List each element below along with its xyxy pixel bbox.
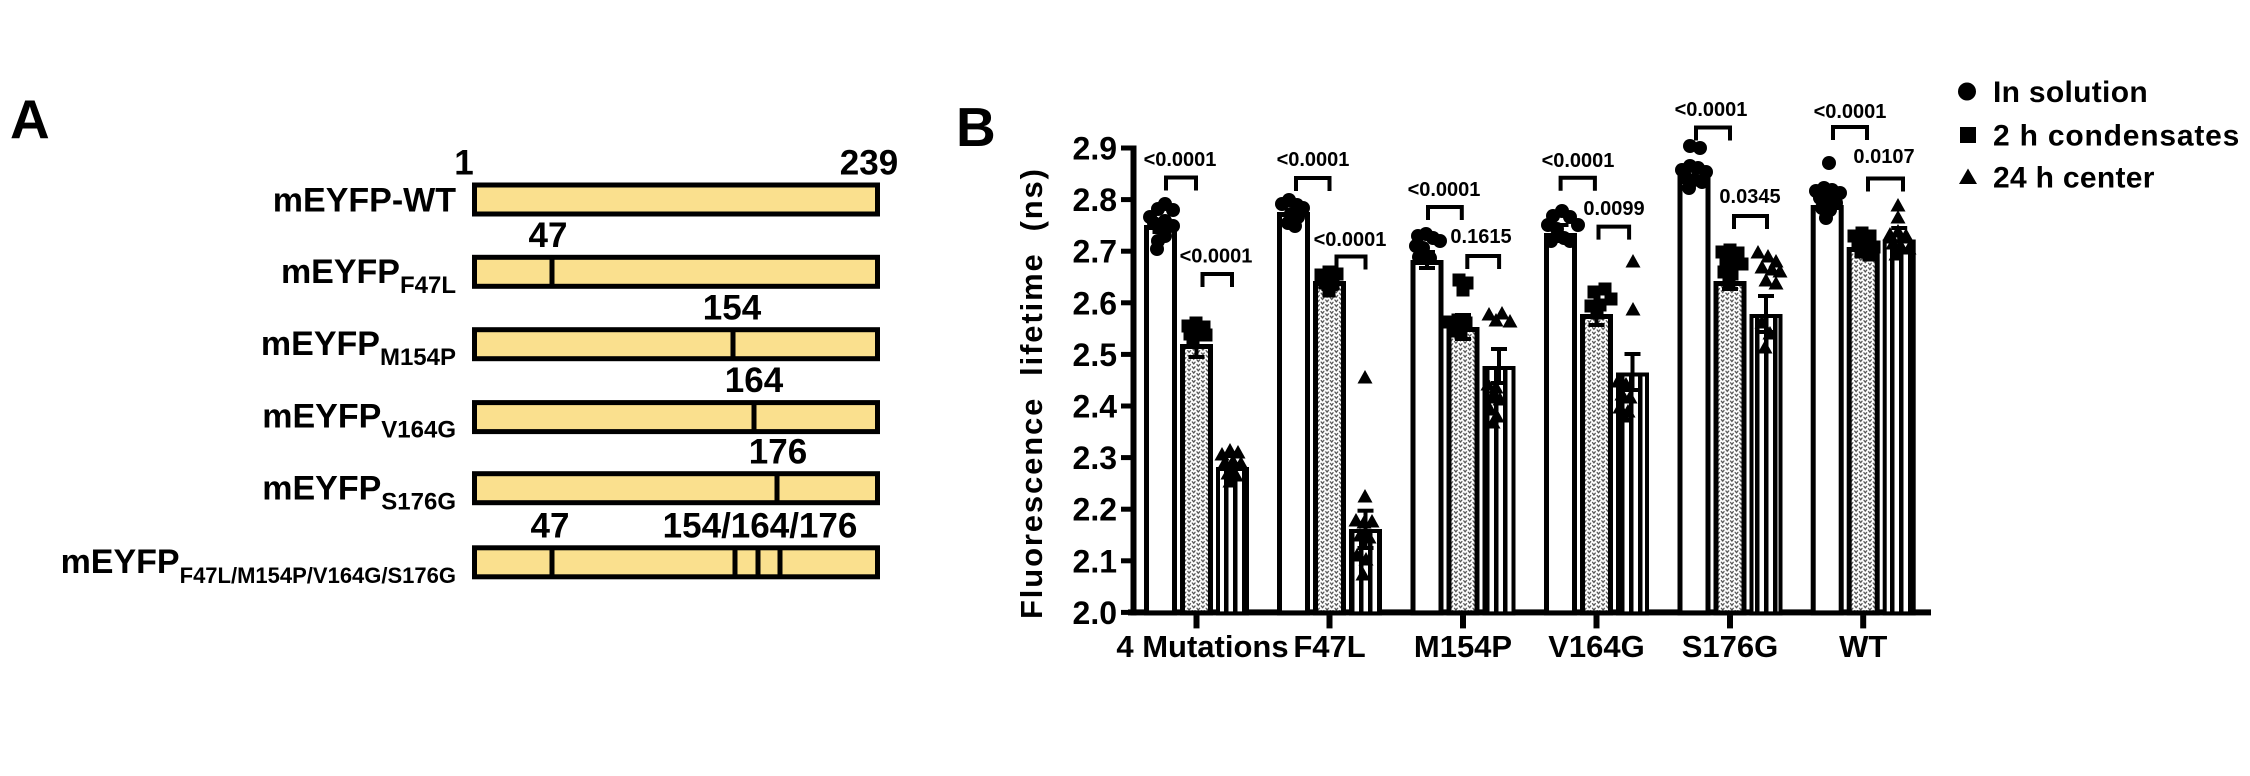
- svg-text:2.3: 2.3: [1073, 440, 1117, 476]
- svg-text:2.2: 2.2: [1073, 492, 1117, 528]
- svg-text:2.4: 2.4: [1073, 389, 1118, 425]
- svg-text:47: 47: [529, 216, 568, 255]
- svg-text:1: 1: [454, 144, 473, 183]
- svg-text:A: A: [10, 88, 50, 150]
- svg-text:<0.0001: <0.0001: [1277, 149, 1350, 171]
- svg-text:164: 164: [725, 361, 784, 400]
- svg-text:154: 154: [703, 289, 762, 328]
- svg-text:154/164/176: 154/164/176: [663, 507, 858, 546]
- svg-text:mEYFP-WT: mEYFP-WT: [273, 182, 456, 220]
- svg-text:24 h center: 24 h center: [1993, 162, 2155, 195]
- svg-text:0.0345: 0.0345: [1719, 186, 1780, 208]
- svg-text:S176G: S176G: [1682, 629, 1779, 664]
- svg-text:F47L: F47L: [1293, 629, 1365, 664]
- svg-text:2.0: 2.0: [1073, 595, 1117, 631]
- svg-text:0.0107: 0.0107: [1853, 146, 1914, 168]
- svg-text:4 Mutations: 4 Mutations: [1116, 629, 1288, 664]
- svg-text:In solution: In solution: [1993, 76, 2148, 109]
- svg-text:<0.0001: <0.0001: [1814, 101, 1887, 123]
- svg-text:<0.0001: <0.0001: [1180, 246, 1253, 268]
- svg-text:47: 47: [531, 507, 570, 546]
- svg-text:Fluorescence lifetime (ns): Fluorescence lifetime (ns): [1014, 169, 1049, 619]
- svg-text:0.1615: 0.1615: [1450, 226, 1511, 248]
- svg-text:2.9: 2.9: [1073, 131, 1117, 167]
- svg-text:<0.0001: <0.0001: [1408, 179, 1481, 201]
- svg-text:2.1: 2.1: [1073, 543, 1117, 579]
- svg-text:176: 176: [749, 433, 807, 472]
- svg-text:M154P: M154P: [1414, 629, 1512, 664]
- svg-text:2.8: 2.8: [1073, 182, 1117, 218]
- svg-text:V164G: V164G: [1548, 629, 1645, 664]
- svg-text:<0.0001: <0.0001: [1144, 149, 1217, 171]
- svg-text:2.6: 2.6: [1073, 285, 1117, 321]
- svg-text:B: B: [956, 96, 996, 158]
- svg-text:<0.0001: <0.0001: [1542, 150, 1615, 172]
- svg-text:2.5: 2.5: [1073, 337, 1117, 373]
- svg-text:0.0099: 0.0099: [1583, 198, 1644, 220]
- svg-text:2.7: 2.7: [1073, 234, 1117, 270]
- svg-text:<0.0001: <0.0001: [1314, 229, 1387, 251]
- svg-text:2 h condensates: 2 h condensates: [1993, 120, 2240, 153]
- svg-text:<0.0001: <0.0001: [1675, 99, 1748, 121]
- svg-text:239: 239: [840, 144, 898, 183]
- svg-text:WT: WT: [1839, 629, 1887, 664]
